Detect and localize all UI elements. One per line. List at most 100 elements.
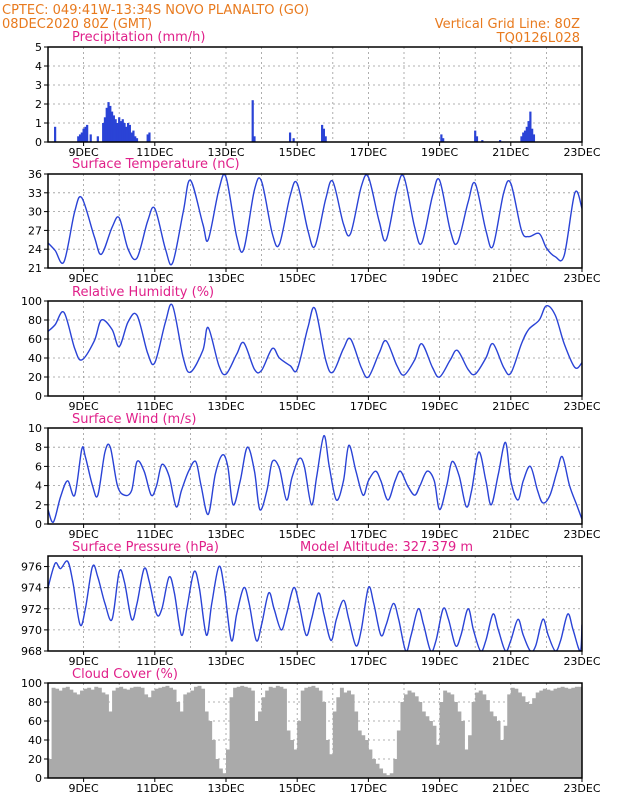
- cloud-bar: [464, 749, 469, 778]
- pres-xtick-label: 9DEC: [69, 655, 99, 668]
- cloud-bar: [69, 689, 74, 778]
- cloud-bar: [393, 759, 398, 778]
- cloud-bar: [87, 687, 92, 778]
- rh-xtick-label: 15DEC: [279, 400, 316, 413]
- cloud-bar: [226, 749, 230, 778]
- cloud-bar: [183, 694, 188, 778]
- precip-bar: [116, 123, 119, 142]
- precip-panel: Precipitation (mm/h) 0 1 2 3 4 5 9DEC 11DEC 13DEC…: [35, 30, 601, 159]
- precip-bar: [148, 132, 151, 142]
- pres-xtick-label: 17DEC: [350, 655, 387, 668]
- cloud-bar: [133, 686, 138, 778]
- precip-xtick-label: 9DEC: [69, 146, 99, 159]
- cloud-xtick-label: 13DEC: [207, 782, 244, 795]
- cloud-bar: [261, 697, 266, 778]
- wind-xtick-label: 21DEC: [492, 528, 529, 541]
- cloud-bar: [357, 730, 362, 778]
- cloud-bar: [293, 749, 298, 778]
- cloud-bar: [193, 686, 198, 778]
- wind-xtick-label: 15DEC: [279, 528, 316, 541]
- cloud-bar: [275, 685, 280, 778]
- run-date-header: 08DEC2020 80Z (GMT): [2, 17, 152, 32]
- cloud-bar: [339, 687, 344, 778]
- temp-xtick-label: 15DEC: [279, 272, 316, 285]
- cloud-bar: [218, 768, 223, 778]
- cloud-bar: [571, 687, 576, 778]
- cloud-bar: [528, 703, 533, 778]
- precip-xtick-label: 19DEC: [421, 146, 458, 159]
- cloud-bar: [475, 692, 480, 778]
- cloud-bar: [176, 702, 181, 778]
- precip-bar: [523, 130, 527, 142]
- wind-ytick-label: 6: [35, 460, 42, 473]
- pres-xtick-label: 23DEC: [563, 655, 600, 668]
- cloud-bar: [236, 686, 241, 778]
- precip-bar: [77, 136, 80, 142]
- cloud-bar: [265, 690, 270, 778]
- precip-bar: [134, 136, 137, 142]
- precip-bar: [80, 132, 83, 142]
- temp-ytick-label: 33: [28, 187, 42, 200]
- pres-panel: Surface Pressure (hPa) Model Altitude: 32…: [21, 540, 601, 668]
- precip-bar: [125, 126, 128, 142]
- cloud-bar: [371, 759, 376, 778]
- cloud-bar: [503, 725, 508, 778]
- cloud-bar: [574, 686, 579, 778]
- cloud-bar: [510, 687, 515, 778]
- cloud-bar: [250, 690, 255, 778]
- precip-xtick-label: 23DEC: [563, 146, 600, 159]
- pres-xtick-label: 19DEC: [421, 655, 458, 668]
- wind-series-line: [48, 434, 582, 523]
- cloud-bar: [478, 690, 483, 778]
- cloud-bar: [553, 688, 558, 778]
- precip-bar: [532, 134, 536, 142]
- precip-bar: [527, 121, 530, 142]
- cloud-bar: [169, 687, 173, 778]
- cloud-bar: [129, 687, 134, 778]
- cloud-bar: [450, 694, 455, 778]
- cloud-bar: [233, 687, 238, 778]
- cloud-bar: [80, 690, 84, 778]
- cloud-bar: [240, 685, 245, 778]
- cloud-bar: [418, 702, 423, 778]
- precip-bar: [253, 136, 256, 142]
- cloud-bar: [112, 690, 117, 778]
- cloud-bar: [318, 690, 323, 778]
- cloud-bar: [364, 740, 369, 778]
- temp-xtick-label: 21DEC: [492, 272, 529, 285]
- temp-frame: [47, 173, 583, 269]
- precip-bar: [96, 136, 99, 142]
- cloud-bar: [386, 775, 391, 778]
- wind-xtick-label: 23DEC: [563, 528, 600, 541]
- pres-xtick-label: 15DEC: [279, 655, 316, 668]
- precip-title: Precipitation (mm/h): [72, 30, 205, 45]
- cloud-bar: [521, 696, 526, 778]
- precip-ytick-label: 5: [35, 41, 42, 54]
- cloud-bar: [151, 690, 156, 778]
- cloud-bar: [332, 711, 337, 778]
- precip-bar: [105, 107, 108, 142]
- cloud-bar: [101, 692, 106, 778]
- cloud-bar: [48, 759, 52, 778]
- rh-xtick-label: 19DEC: [421, 400, 458, 413]
- cloud-bar: [247, 687, 252, 778]
- cloud-xtick-label: 23DEC: [563, 782, 600, 795]
- cloud-bar: [190, 690, 195, 778]
- cloud-bar: [460, 721, 465, 778]
- precip-bar: [146, 134, 149, 142]
- pres-ytick-label: 970: [21, 624, 42, 637]
- cloud-bar: [55, 688, 60, 778]
- rh-xtick-label: 13DEC: [207, 400, 244, 413]
- precip-frame: [47, 46, 583, 143]
- cloud-bar: [567, 688, 572, 778]
- precip-xtick-label: 11DEC: [136, 146, 173, 159]
- wind-xtick-label: 13DEC: [207, 528, 244, 541]
- wind-xtick-label: 17DEC: [350, 528, 387, 541]
- cloud-bar: [179, 711, 184, 778]
- cloud-bar: [158, 687, 163, 778]
- cloud-bar: [525, 702, 529, 778]
- wind-ytick-label: 10: [28, 422, 42, 435]
- rh-ytick-label: 80: [28, 314, 42, 327]
- cloud-bar: [186, 692, 191, 778]
- rh-xtick-label: 21DEC: [492, 400, 529, 413]
